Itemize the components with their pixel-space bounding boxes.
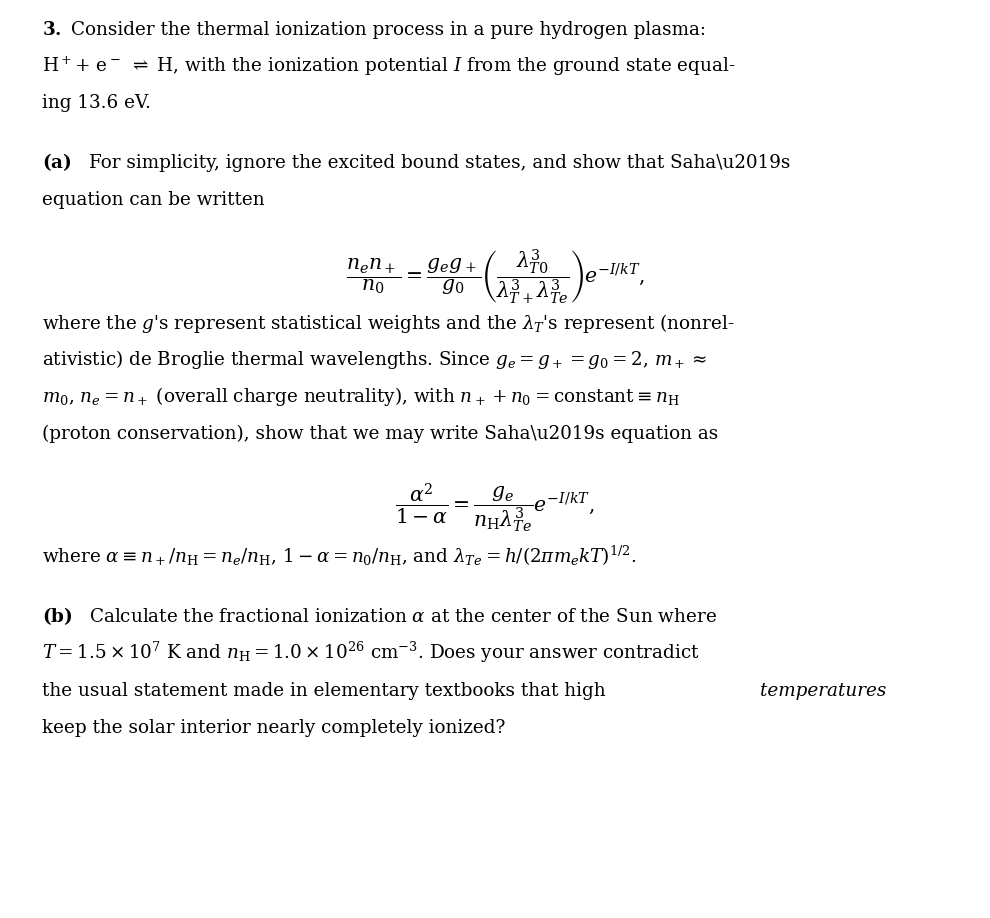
Text: $m_0$, $n_e = n_+$ (overall charge neutrality), with $n_+ + n_0 = \mathrm{consta: $m_0$, $n_e = n_+$ (overall charge neutr… [42, 385, 679, 409]
Text: $\dfrac{n_e n_+}{n_0} = \dfrac{g_e g_+}{g_0} \left( \dfrac{\lambda_{T0}^3}{\lamb: $\dfrac{n_e n_+}{n_0} = \dfrac{g_e g_+}{… [346, 247, 644, 306]
Text: where $\alpha \equiv n_+/n_\mathrm{H} = n_e/n_\mathrm{H}$, $1-\alpha = n_0/n_\ma: where $\alpha \equiv n_+/n_\mathrm{H} = … [42, 543, 637, 568]
Text: ativistic) de Broglie thermal wavelengths. Since $g_e = g_+ = g_0 = 2$, $m_+ \ap: ativistic) de Broglie thermal wavelength… [42, 348, 706, 372]
Text: the usual statement made in elementary textbooks that high: the usual statement made in elementary t… [42, 682, 611, 700]
Text: $T = 1.5 \times 10^7$ K and $n_\mathrm{H} = 1.0 \times 10^{26}$ cm$^{-3}$. Does : $T = 1.5 \times 10^7$ K and $n_\mathrm{H… [42, 640, 699, 666]
Text: where the $g$'s represent statistical weights and the $\lambda_T$'s represent (n: where the $g$'s represent statistical we… [42, 311, 734, 335]
Text: equation can be written: equation can be written [42, 191, 264, 208]
Text: H$^+$+ e$^-$ $\rightleftharpoons$ H, with the ionization potential $I$ from the : H$^+$+ e$^-$ $\rightleftharpoons$ H, wit… [42, 54, 736, 78]
Text: temperatures: temperatures [760, 682, 887, 700]
Text: Consider the thermal ionization process in a pure hydrogen plasma:: Consider the thermal ionization process … [71, 21, 706, 39]
Text: $\mathbf{(b)}$: $\mathbf{(b)}$ [42, 606, 72, 627]
Text: keep the solar interior nearly completely ionized?: keep the solar interior nearly completel… [42, 719, 505, 736]
Text: $\mathbf{(a)}$: $\mathbf{(a)}$ [42, 151, 71, 173]
Text: $\dfrac{\alpha^2}{1-\alpha} = \dfrac{g_e}{n_\mathrm{H}\lambda_{Te}^3} e^{-I/kT},: $\dfrac{\alpha^2}{1-\alpha} = \dfrac{g_e… [395, 482, 595, 535]
Text: ing 13.6 eV.: ing 13.6 eV. [42, 95, 150, 112]
Text: Calculate the fractional ionization $\alpha$ at the center of the Sun where: Calculate the fractional ionization $\al… [89, 609, 717, 626]
Text: For simplicity, ignore the excited bound states, and show that Saha\u2019s: For simplicity, ignore the excited bound… [89, 154, 790, 172]
Text: (proton conservation), show that we may write Saha\u2019s equation as: (proton conservation), show that we may … [42, 424, 718, 442]
Text: $\mathbf{3.}$: $\mathbf{3.}$ [42, 21, 61, 39]
